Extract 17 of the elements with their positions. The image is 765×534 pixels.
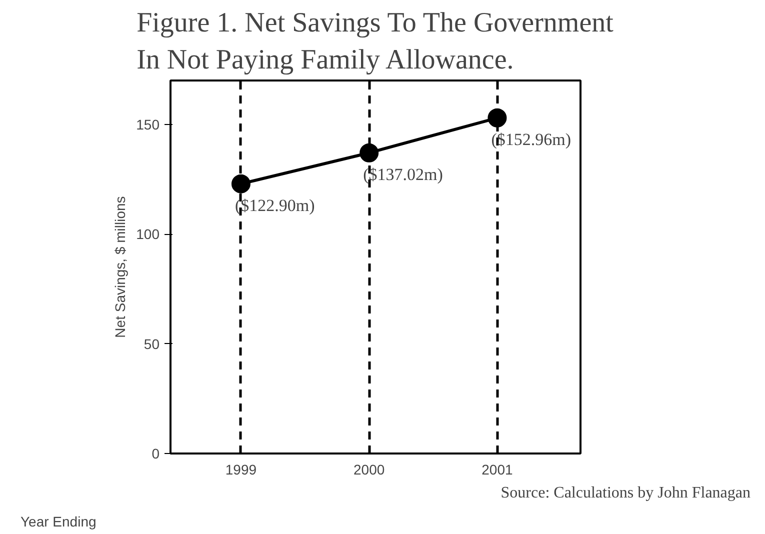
- data-label: ($137.02m): [363, 164, 443, 184]
- x-tick-label: 2001: [482, 462, 514, 478]
- data-label: ($122.90m): [234, 196, 315, 215]
- y-axis-title: Net Savings, $ millions: [112, 196, 128, 338]
- x-tick-label: 1999: [225, 462, 257, 478]
- point: [488, 108, 507, 128]
- chart-title: Figure 1. Net Savings To The Government In Not Paying Family Allowance.: [136, 7, 614, 76]
- point: [231, 174, 250, 194]
- y-tick-label: 100: [136, 226, 160, 242]
- y-tick-label: 50: [144, 336, 160, 352]
- x-axis-title: Year Ending: [20, 514, 96, 530]
- source-note: Source: Calculations by John Flanagan: [500, 484, 750, 502]
- x-tick-label: 2000: [354, 462, 385, 478]
- data-label: ($152.96m): [491, 130, 572, 149]
- y-tick-label: 0: [152, 446, 160, 462]
- point: [360, 143, 379, 162]
- y-tick-label: 150: [136, 116, 160, 132]
